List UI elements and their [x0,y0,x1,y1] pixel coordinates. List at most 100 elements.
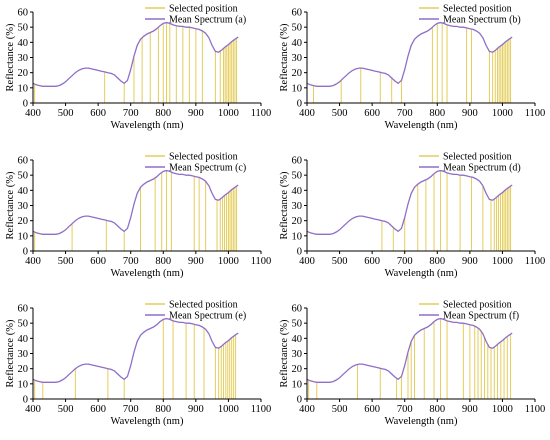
y-axis-title: Reflectance (%) [279,171,290,239]
y-tick-label: 60 [292,304,303,315]
y-tick-label: 30 [292,201,303,212]
mean-spectrum-line [32,169,239,235]
x-tick-label: 900 [188,108,204,119]
x-tick-label: 400 [299,404,315,415]
x-tick-label: 1000 [218,404,239,415]
x-tick-label: 1000 [218,108,239,119]
x-tick-label: 1000 [492,404,513,415]
legend-selected-label: Selected position [169,4,238,15]
y-tick-label: 50 [18,23,29,34]
mean-spectrum-line [306,317,513,383]
x-tick-label: 400 [25,108,41,119]
y-tick-label: 60 [18,156,29,167]
x-tick-label: 1000 [492,256,513,267]
y-tick-label: 0 [23,247,28,258]
y-tick-label: 0 [23,395,28,406]
x-tick-label: 700 [123,108,139,119]
x-tick-label: 500 [332,108,348,119]
x-tick-label: 1100 [251,404,272,415]
y-tick-label: 30 [18,53,29,64]
x-tick-label: 1100 [525,108,546,119]
x-tick-label: 600 [90,404,106,415]
legend-selected-label: Selected position [443,300,512,311]
y-tick-label: 30 [292,349,303,360]
x-tick-label: 600 [364,108,380,119]
x-tick-label: 400 [299,108,315,119]
x-tick-label: 800 [429,256,445,267]
x-tick-label: 700 [123,404,139,415]
x-tick-label: 900 [462,404,478,415]
mean-spectrum-line [32,317,239,383]
y-tick-label: 50 [18,171,29,182]
y-tick-label: 40 [18,334,29,345]
y-tick-label: 10 [292,83,303,94]
legend-spectrum-label: Mean Spectrum (e) [169,311,246,322]
x-tick-label: 600 [90,108,106,119]
x-tick-label: 1000 [218,256,239,267]
y-tick-label: 30 [18,201,29,212]
y-tick-label: 50 [292,319,303,330]
y-tick-label: 50 [18,319,29,330]
x-tick-label: 1000 [492,108,513,119]
y-tick-label: 50 [292,171,303,182]
x-tick-label: 400 [299,256,315,267]
y-tick-label: 0 [297,247,302,258]
legend-selected-label: Selected position [443,4,512,15]
mean-spectrum-line [306,21,513,87]
x-tick-label: 900 [462,256,478,267]
y-tick-label: 20 [18,216,29,227]
x-tick-label: 800 [155,108,171,119]
x-tick-label: 1100 [251,108,272,119]
x-tick-label: 500 [58,404,74,415]
y-tick-label: 60 [18,304,29,315]
y-axis-title: Reflectance (%) [5,23,16,91]
y-tick-label: 0 [297,395,302,406]
x-axis-title: Wavelength (nm) [111,268,184,279]
y-tick-label: 40 [292,38,303,49]
y-tick-label: 50 [292,23,303,34]
legend-spectrum-label: Mean Spectrum (f) [443,311,519,322]
y-tick-label: 0 [23,99,28,110]
y-axis-title: Reflectance (%) [5,171,16,239]
y-tick-label: 20 [18,364,29,375]
legend-selected-label: Selected position [443,152,512,163]
x-tick-label: 500 [332,404,348,415]
x-tick-label: 600 [90,256,106,267]
y-tick-label: 40 [292,334,303,345]
y-tick-label: 10 [292,379,303,390]
x-axis-title: Wavelength (nm) [385,416,458,427]
y-tick-label: 30 [292,53,303,64]
legend-spectrum-label: Mean Spectrum (c) [169,163,246,174]
x-tick-label: 900 [462,108,478,119]
y-tick-label: 10 [18,231,29,242]
x-tick-label: 400 [25,404,41,415]
y-axis-title: Reflectance (%) [5,319,16,387]
y-tick-label: 10 [18,379,29,390]
chart-panel-c: 400 500 600 700 800 900 1000 1100 0 10 20 30 40 50 60 W… [5,152,271,280]
legend-spectrum-label: Mean Spectrum (d) [443,163,521,174]
chart-panel-b: 400 500 600 700 800 900 1000 1100 0 10 20 30 40 50 60 W… [279,4,545,132]
legend-spectrum-label: Mean Spectrum (a) [169,15,246,26]
x-tick-label: 400 [25,256,41,267]
mean-spectrum-line [32,21,239,87]
x-tick-label: 600 [364,404,380,415]
y-axis-title: Reflectance (%) [279,319,290,387]
x-tick-label: 1100 [251,256,272,267]
x-tick-label: 500 [332,256,348,267]
y-tick-label: 20 [292,216,303,227]
x-tick-label: 800 [429,108,445,119]
x-tick-label: 600 [364,256,380,267]
chart-panel-d: 400 500 600 700 800 900 1000 1100 0 10 20 30 40 50 60 W… [279,152,545,280]
x-tick-label: 800 [155,404,171,415]
x-axis-title: Wavelength (nm) [385,268,458,279]
y-tick-label: 20 [292,68,303,79]
x-tick-label: 800 [429,404,445,415]
legend-selected-label: Selected position [169,300,238,311]
y-tick-label: 10 [292,231,303,242]
y-tick-label: 40 [18,38,29,49]
x-tick-label: 700 [123,256,139,267]
y-tick-label: 40 [292,186,303,197]
chart-panel-e: 400 500 600 700 800 900 1000 1100 0 10 20 30 40 50 60 W… [5,300,271,428]
x-tick-label: 800 [155,256,171,267]
y-tick-label: 0 [297,99,302,110]
